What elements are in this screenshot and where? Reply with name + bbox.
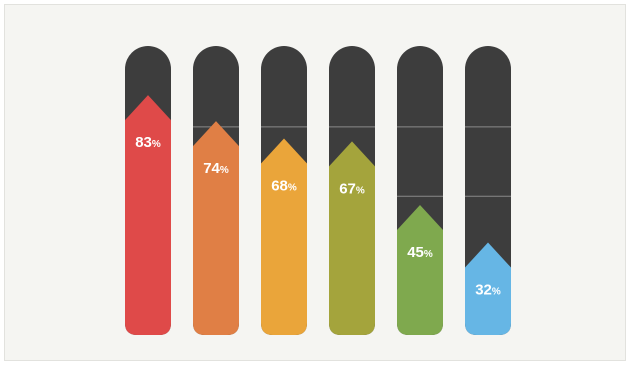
bar-group-6 [465, 46, 511, 335]
bar-group-2 [193, 46, 239, 335]
bar-value-label-2: 74% [203, 160, 229, 177]
bar-value-label-4: 67% [339, 180, 365, 197]
bar-value-label-6: 32% [475, 282, 501, 299]
bar-value-label-1: 83% [135, 134, 161, 151]
bar-group-3 [261, 46, 307, 335]
bar-fill-3 [261, 138, 307, 335]
bar-group-4 [329, 46, 375, 335]
bar-fill-4 [329, 141, 375, 335]
bar-value-label-5: 45% [407, 244, 433, 261]
bar-group-5 [397, 46, 443, 335]
bar-value-label-3: 68% [271, 177, 297, 194]
bar-fill-1 [125, 95, 171, 335]
bar-fill-6 [465, 242, 511, 335]
bar-group-1 [125, 46, 171, 335]
bar-fill-5 [397, 204, 443, 335]
chart-background [4, 4, 626, 361]
bar-fill-2 [193, 121, 239, 335]
